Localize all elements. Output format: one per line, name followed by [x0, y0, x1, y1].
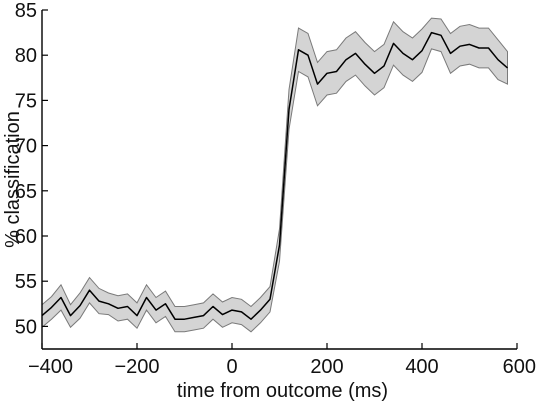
mean-classification-line — [41, 31, 508, 320]
y-axis-ticks: 50 55 60 65 70 75 80 85 — [15, 0, 48, 338]
x-tick-label: −400 — [28, 356, 73, 378]
y-tick-label: 70 — [15, 136, 37, 158]
y-tick-label: 50 — [15, 316, 37, 338]
x-tick-label: 200 — [310, 356, 343, 378]
x-tick-label: 400 — [405, 356, 438, 378]
x-tick-label: 600 — [503, 356, 536, 378]
y-tick-label: 75 — [15, 90, 37, 112]
y-axis-title: % classification — [2, 111, 24, 248]
y-tick-label: 85 — [15, 0, 37, 22]
y-tick-label: 55 — [15, 271, 37, 293]
x-axis-ticks: −400 −200 0 200 400 600 — [28, 343, 536, 378]
x-tick-label: −200 — [114, 356, 159, 378]
x-axis-title: time from outcome (ms) — [177, 380, 388, 402]
plot-area — [41, 17, 508, 333]
y-tick-label: 60 — [15, 226, 37, 248]
y-tick-label: 65 — [15, 181, 37, 203]
confidence-band — [41, 17, 508, 333]
y-tick-label: 80 — [15, 45, 37, 67]
x-tick-label: 0 — [226, 356, 237, 378]
